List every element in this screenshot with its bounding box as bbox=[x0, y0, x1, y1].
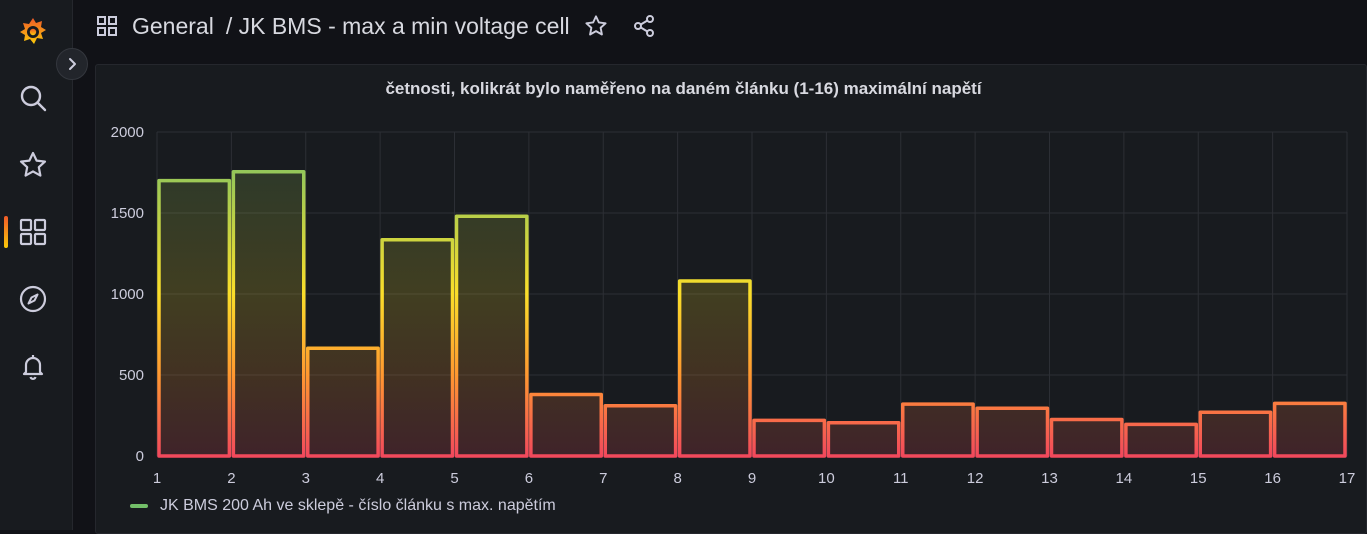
compass-icon[interactable] bbox=[16, 282, 50, 316]
histogram-panel[interactable] bbox=[95, 64, 1367, 534]
share-icon[interactable] bbox=[632, 14, 656, 38]
breadcrumb-folder[interactable]: General bbox=[132, 12, 214, 39]
active-indicator bbox=[4, 216, 8, 248]
panel-title: četnosti, kolikrát bylo naměřeno na dané… bbox=[385, 79, 982, 98]
chevron-right-icon bbox=[65, 57, 79, 71]
expand-sidebar-button[interactable] bbox=[56, 48, 88, 80]
sidebar bbox=[0, 0, 73, 530]
breadcrumb-dashboard-title[interactable]: / JK BMS - max a min voltage cell bbox=[225, 12, 570, 39]
grid-icon[interactable] bbox=[16, 215, 50, 249]
search-icon[interactable] bbox=[16, 81, 50, 115]
star-icon[interactable] bbox=[16, 148, 50, 182]
legend-label: JK BMS 200 Ah ve sklepě - číslo článku s… bbox=[160, 497, 556, 514]
dashboards-grid-icon bbox=[96, 15, 118, 37]
top-navbar: General / JK BMS - max a min voltage cel… bbox=[72, 0, 1367, 52]
legend-swatch bbox=[130, 504, 148, 508]
bell-icon[interactable] bbox=[16, 349, 50, 383]
grafana-logo-icon[interactable] bbox=[16, 15, 50, 49]
chart-legend[interactable]: JK BMS 200 Ah ve sklepě - číslo článku s… bbox=[130, 497, 556, 515]
star-icon[interactable] bbox=[584, 14, 608, 38]
